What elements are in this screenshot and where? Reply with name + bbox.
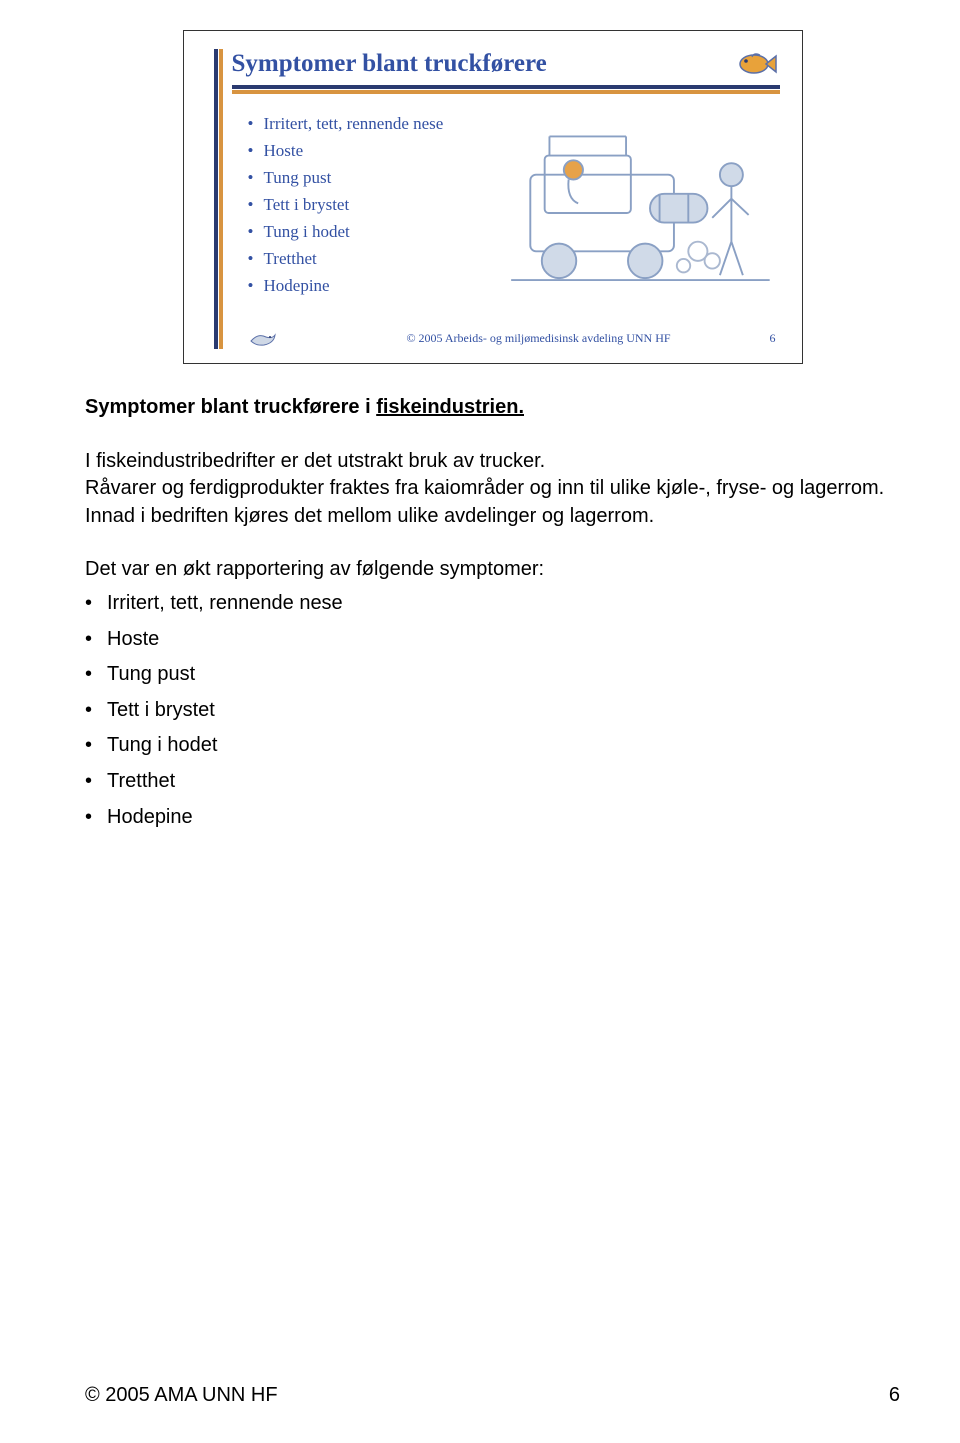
slide-bullet: •Hodepine <box>248 275 493 298</box>
list-item-text: Tretthet <box>107 768 175 796</box>
slide-bullet: •Irritert, tett, rennende nese <box>248 113 493 136</box>
list-item-text: Irritert, tett, rennende nese <box>107 590 343 618</box>
slide-bullet-list: •Irritert, tett, rennende nese •Hoste •T… <box>248 113 493 313</box>
list-item-text: Tung pust <box>107 661 195 689</box>
list-item-text: Hodepine <box>107 804 193 832</box>
bullet-text: Tett i brystet <box>264 194 350 217</box>
list-item-text: Hoste <box>107 626 159 654</box>
slide-bullet: •Tung i hodet <box>248 221 493 244</box>
slide-title-row: Symptomer blant truckførere <box>206 49 780 79</box>
bullet-text: Tung i hodet <box>264 221 350 244</box>
body-heading: Symptomer blant truckførere i fiskeindus… <box>85 394 900 422</box>
bullet-text: Hodepine <box>264 275 330 298</box>
list-item: •Hoste <box>85 626 900 654</box>
slide-footer: © 2005 Arbeids- og miljømedisinsk avdeli… <box>206 327 780 349</box>
slide-bullet: •Tretthet <box>248 248 493 271</box>
list-item: •Tretthet <box>85 768 900 796</box>
horizontal-rule <box>232 85 780 95</box>
page-container: Symptomer blant truckførere •Irritert, t… <box>0 0 960 831</box>
list-item-text: Tung i hodet <box>107 732 217 760</box>
page-footer: © 2005 AMA UNN HF 6 <box>85 1384 900 1407</box>
bird-icon <box>248 327 278 349</box>
bullet-text: Tretthet <box>264 248 317 271</box>
bullet-text: Irritert, tett, rennende nese <box>264 113 444 136</box>
bullet-text: Hoste <box>264 140 304 163</box>
heading-underlined: fiskeindustrien. <box>376 396 524 418</box>
slide-title: Symptomer blant truckførere <box>232 50 547 78</box>
body-paragraph: I fiskeindustribedrifter er det utstrakt… <box>85 448 900 531</box>
slide-bullet: •Tung pust <box>248 167 493 190</box>
footer-page-number: 6 <box>889 1384 900 1407</box>
slide-bullet: •Hoste <box>248 140 493 163</box>
list-lead: Det var en økt rapportering av følgende … <box>85 556 900 584</box>
list-item: •Hodepine <box>85 804 900 832</box>
forklift-illustration <box>492 113 779 313</box>
footer-copyright: © 2005 AMA UNN HF <box>85 1384 278 1407</box>
vertical-rule <box>214 49 224 349</box>
list-item: •Irritert, tett, rennende nese <box>85 590 900 618</box>
slide-number: 6 <box>740 331 780 346</box>
para-line: Råvarer og ferdigprodukter fraktes fra k… <box>85 477 884 527</box>
list-item: •Tett i brystet <box>85 697 900 725</box>
heading-prefix: Symptomer blant truckførere i <box>85 396 376 418</box>
slide-copyright: © 2005 Arbeids- og miljømedisinsk avdeli… <box>338 331 740 346</box>
list-item: •Tung i hodet <box>85 732 900 760</box>
symptom-list: •Irritert, tett, rennende nese •Hoste •T… <box>85 590 900 831</box>
slide-body: •Irritert, tett, rennende nese •Hoste •T… <box>206 113 780 313</box>
list-item: •Tung pust <box>85 661 900 689</box>
bullet-text: Tung pust <box>264 167 332 190</box>
slide-thumbnail: Symptomer blant truckførere •Irritert, t… <box>183 30 803 364</box>
list-item-text: Tett i brystet <box>107 697 215 725</box>
slide-bullet: •Tett i brystet <box>248 194 493 217</box>
body-text: Symptomer blant truckførere i fiskeindus… <box>85 394 900 831</box>
para-line: I fiskeindustribedrifter er det utstrakt… <box>85 450 545 472</box>
fish-icon <box>732 49 780 79</box>
